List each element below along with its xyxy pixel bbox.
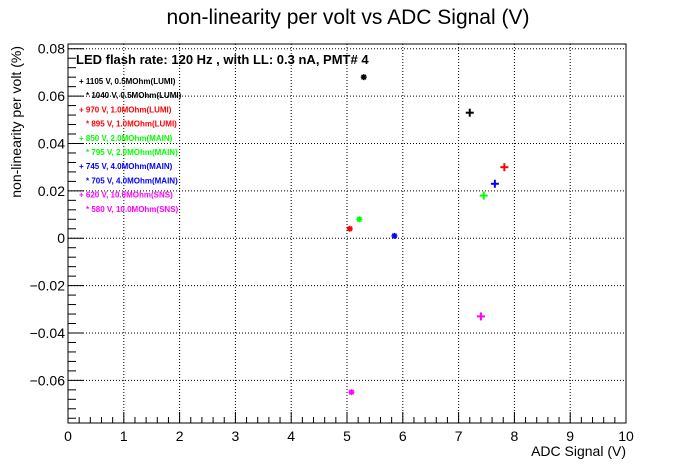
data-point [356,216,363,223]
data-points [346,74,509,396]
legend-entry: + 970 V, 1.0MOhm(LUMI) [79,105,172,114]
data-point [360,74,367,81]
legend-entry: * 795 V, 2.0MOhm(MAIN) [86,148,178,157]
x-axis-title: ADC Signal (V) [531,443,626,459]
legend-entry: * 1040 V, 0.5MOhm(LUMI) [86,91,182,100]
x-tick-label: 0 [64,428,72,444]
y-tick-label: 0.06 [38,88,65,104]
x-tick-label: 8 [511,428,519,444]
x-tick-label: 10 [618,428,634,444]
legend-entry: * 580 V, 10.0MOhm(SNS) [86,205,179,214]
data-point [391,232,398,239]
y-axis-title: non-linearity per volt (%) [8,46,24,198]
x-tick-label: 6 [399,428,407,444]
x-tick-label: 5 [343,428,351,444]
y-tick-label: 0.02 [38,183,65,199]
chart-annotation: LED flash rate: 120 Hz , with LL: 0.3 nA… [76,52,369,67]
legend-entry: + 1105 V, 0.5MOhm(LUMI) [79,77,176,86]
legend: + 1105 V, 0.5MOhm(LUMI) * 1040 V, 0.5MOhm… [79,77,182,214]
legend-entry: + 620 V, 10.0MOhm(SNS) [79,191,173,200]
y-tick-label: −0.04 [30,325,66,341]
y-tick-label: 0 [57,230,65,246]
data-point [479,191,488,200]
x-tick-label: 2 [176,428,184,444]
x-tick-label: 1 [120,428,128,444]
data-point [465,108,474,117]
data-point [490,179,499,188]
data-point [348,389,355,396]
legend-entry: * 895 V, 1.0MOhm(LUMI) [86,120,177,129]
axes: 0 1 2 3 4 5 6 7 8 9 10 0.08 0.06 0.04 0.02 0 −0.02 −0.04 −… [30,41,634,444]
y-tick-label: −0.02 [30,278,66,294]
y-tick-label: 0.08 [38,41,65,57]
x-tick-label: 9 [566,428,574,444]
legend-entry: + 745 V, 4.0MOhm(MAIN) [79,162,173,171]
chart-title: non-linearity per volt vs ADC Signal (V) [167,6,530,29]
grid [68,44,626,423]
data-point [476,312,485,321]
y-tick-label: 0.04 [38,135,65,151]
data-point [346,225,353,232]
legend-entry: + 850 V, 2.0MOhm(MAIN) [79,134,173,143]
y-tick-label: −0.06 [30,372,66,388]
data-point [500,163,509,172]
x-tick-label: 7 [455,428,463,444]
x-tick-label: 4 [287,428,295,444]
legend-entry: * 705 V, 4.0MOhm(MAIN) [86,176,178,185]
x-tick-label: 3 [232,428,240,444]
